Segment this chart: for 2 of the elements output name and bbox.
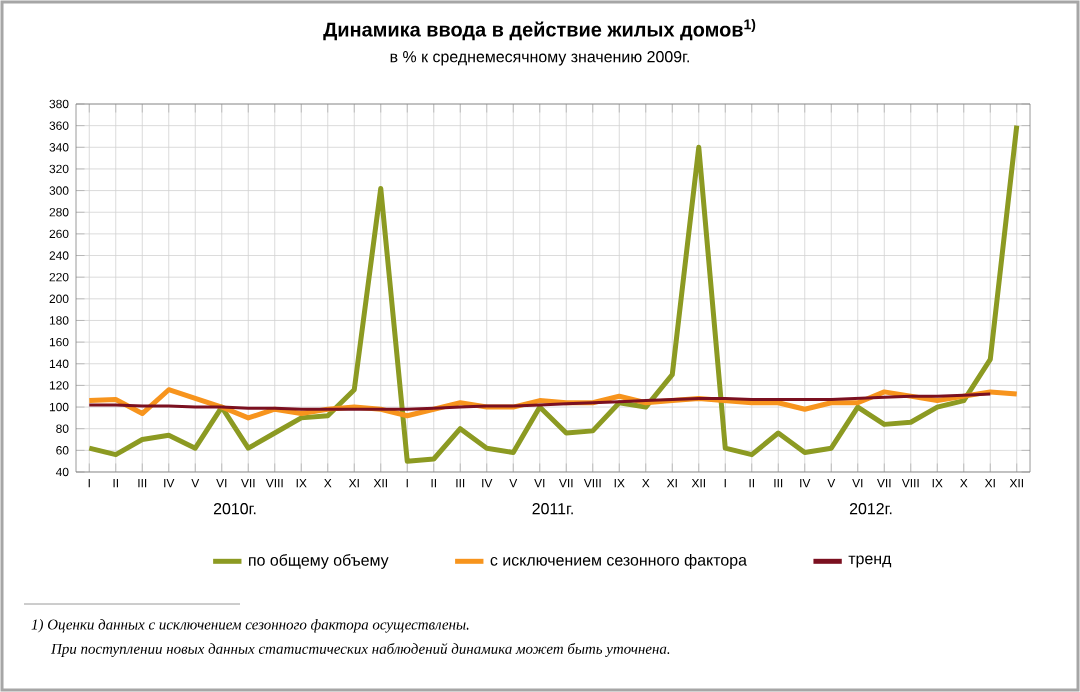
line-series [86,123,1020,464]
chart-title: Динамика ввода в действие жилых домов$^{1)}$ [323,19,756,41]
